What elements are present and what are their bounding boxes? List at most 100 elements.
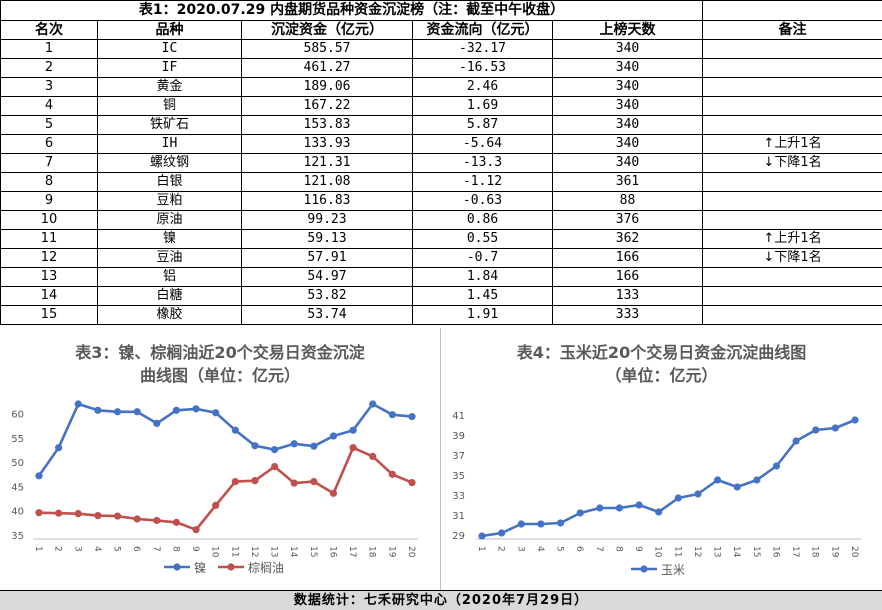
data-point [773,462,780,469]
cell-variety: 橡胶 [98,306,242,325]
x-tick-label: 16 [770,546,780,558]
cell-variety: 螺纹钢 [98,154,242,173]
x-tick-label: 1 [476,546,486,552]
data-point [153,517,160,524]
cell-capital: 153.83 [242,116,413,135]
cell-variety: 豆粕 [98,192,242,211]
cell-rank: 9 [1,192,98,211]
cell-remark [703,287,882,306]
data-point [408,479,415,486]
cell-capital: 121.08 [242,173,413,192]
y-tick-label: 35 [11,531,24,542]
cell-remark [703,211,882,230]
cell-flow: -13.3 [413,154,553,173]
cell-remark: ↓下降1名 [703,154,882,173]
data-point [694,490,701,497]
cell-remark [703,40,882,59]
data-point [153,420,160,427]
x-tick-label: 20 [849,546,859,558]
cell-capital: 133.93 [242,135,413,154]
x-tick-label: 15 [308,546,318,557]
cell-capital: 116.83 [242,192,413,211]
cell-rank: 2 [1,59,98,78]
cell-capital: 53.74 [242,306,413,325]
data-point [75,510,82,517]
y-tick-label: 41 [452,411,465,422]
data-point [271,463,278,470]
cell-capital: 57.91 [242,249,413,268]
cell-remark: ↓下降1名 [703,249,882,268]
x-tick-label: 2 [53,546,63,552]
x-tick-label: 14 [731,546,741,558]
header-flow: 资金流向（亿元） [413,21,553,40]
data-point [675,494,682,501]
remark-text: 下降1名 [774,155,821,170]
data-point [114,512,121,519]
cell-flow: 1.84 [413,268,553,287]
cell-days: 362 [553,230,703,249]
legend-marker [227,563,234,570]
chart4-title-line1: 表4：玉米近20个交易日资金沉淀曲线图 [441,341,882,364]
cell-variety: 铁矿石 [98,116,242,135]
data-point [251,477,258,484]
x-tick-label: 12 [249,546,259,557]
cell-flow: -1.12 [413,173,553,192]
remark-text: 上升1名 [774,136,821,151]
cell-flow: 1.69 [413,97,553,116]
data-point [310,443,317,450]
data-point [173,407,180,414]
x-tick-label: 4 [535,546,545,552]
cell-variety: IC [98,40,242,59]
y-tick-label: 35 [452,471,465,482]
x-tick-label: 9 [190,546,200,552]
x-tick-label: 5 [555,546,565,552]
data-point [350,427,357,434]
y-tick-label: 37 [452,451,465,462]
data-point [812,426,819,433]
data-point [232,478,239,485]
cell-rank: 1 [1,40,98,59]
data-point [793,437,800,444]
cell-remark [703,78,882,97]
cell-days: 340 [553,40,703,59]
cell-days: 340 [553,78,703,97]
y-tick-label: 29 [452,531,465,542]
cell-capital: 121.31 [242,154,413,173]
legend-label: 玉米 [661,563,685,577]
cell-flow: -0.7 [413,249,553,268]
cell-variety: 黄金 [98,78,242,97]
cell-remark [703,173,882,192]
cell-rank: 10 [1,211,98,230]
cell-flow: -5.64 [413,135,553,154]
cell-flow: 2.46 [413,78,553,97]
x-tick-label: 7 [594,546,604,552]
cell-capital: 54.97 [242,268,413,287]
cell-days: 340 [553,135,703,154]
x-tick-label: 17 [347,546,357,557]
data-point [330,490,337,497]
cell-days: 376 [553,211,703,230]
header-days: 上榜天数 [553,21,703,40]
data-point [94,407,101,414]
arrow-down-icon: ↓ [763,155,774,170]
x-tick-label: 13 [269,546,279,557]
data-point [310,478,317,485]
footer-source: 数据统计：七禾研究中心（2020年7月29日） [0,590,882,610]
cell-days: 340 [553,154,703,173]
table-title: 表1：2020.07.29 内盘期货品种资金沉淀榜（注：截至中午收盘） [1,1,703,21]
data-point [94,512,101,519]
x-tick-label: 18 [810,546,820,558]
x-tick-label: 3 [515,546,525,552]
data-point [134,408,141,415]
x-tick-label: 11 [229,546,239,557]
cell-days: 166 [553,249,703,268]
